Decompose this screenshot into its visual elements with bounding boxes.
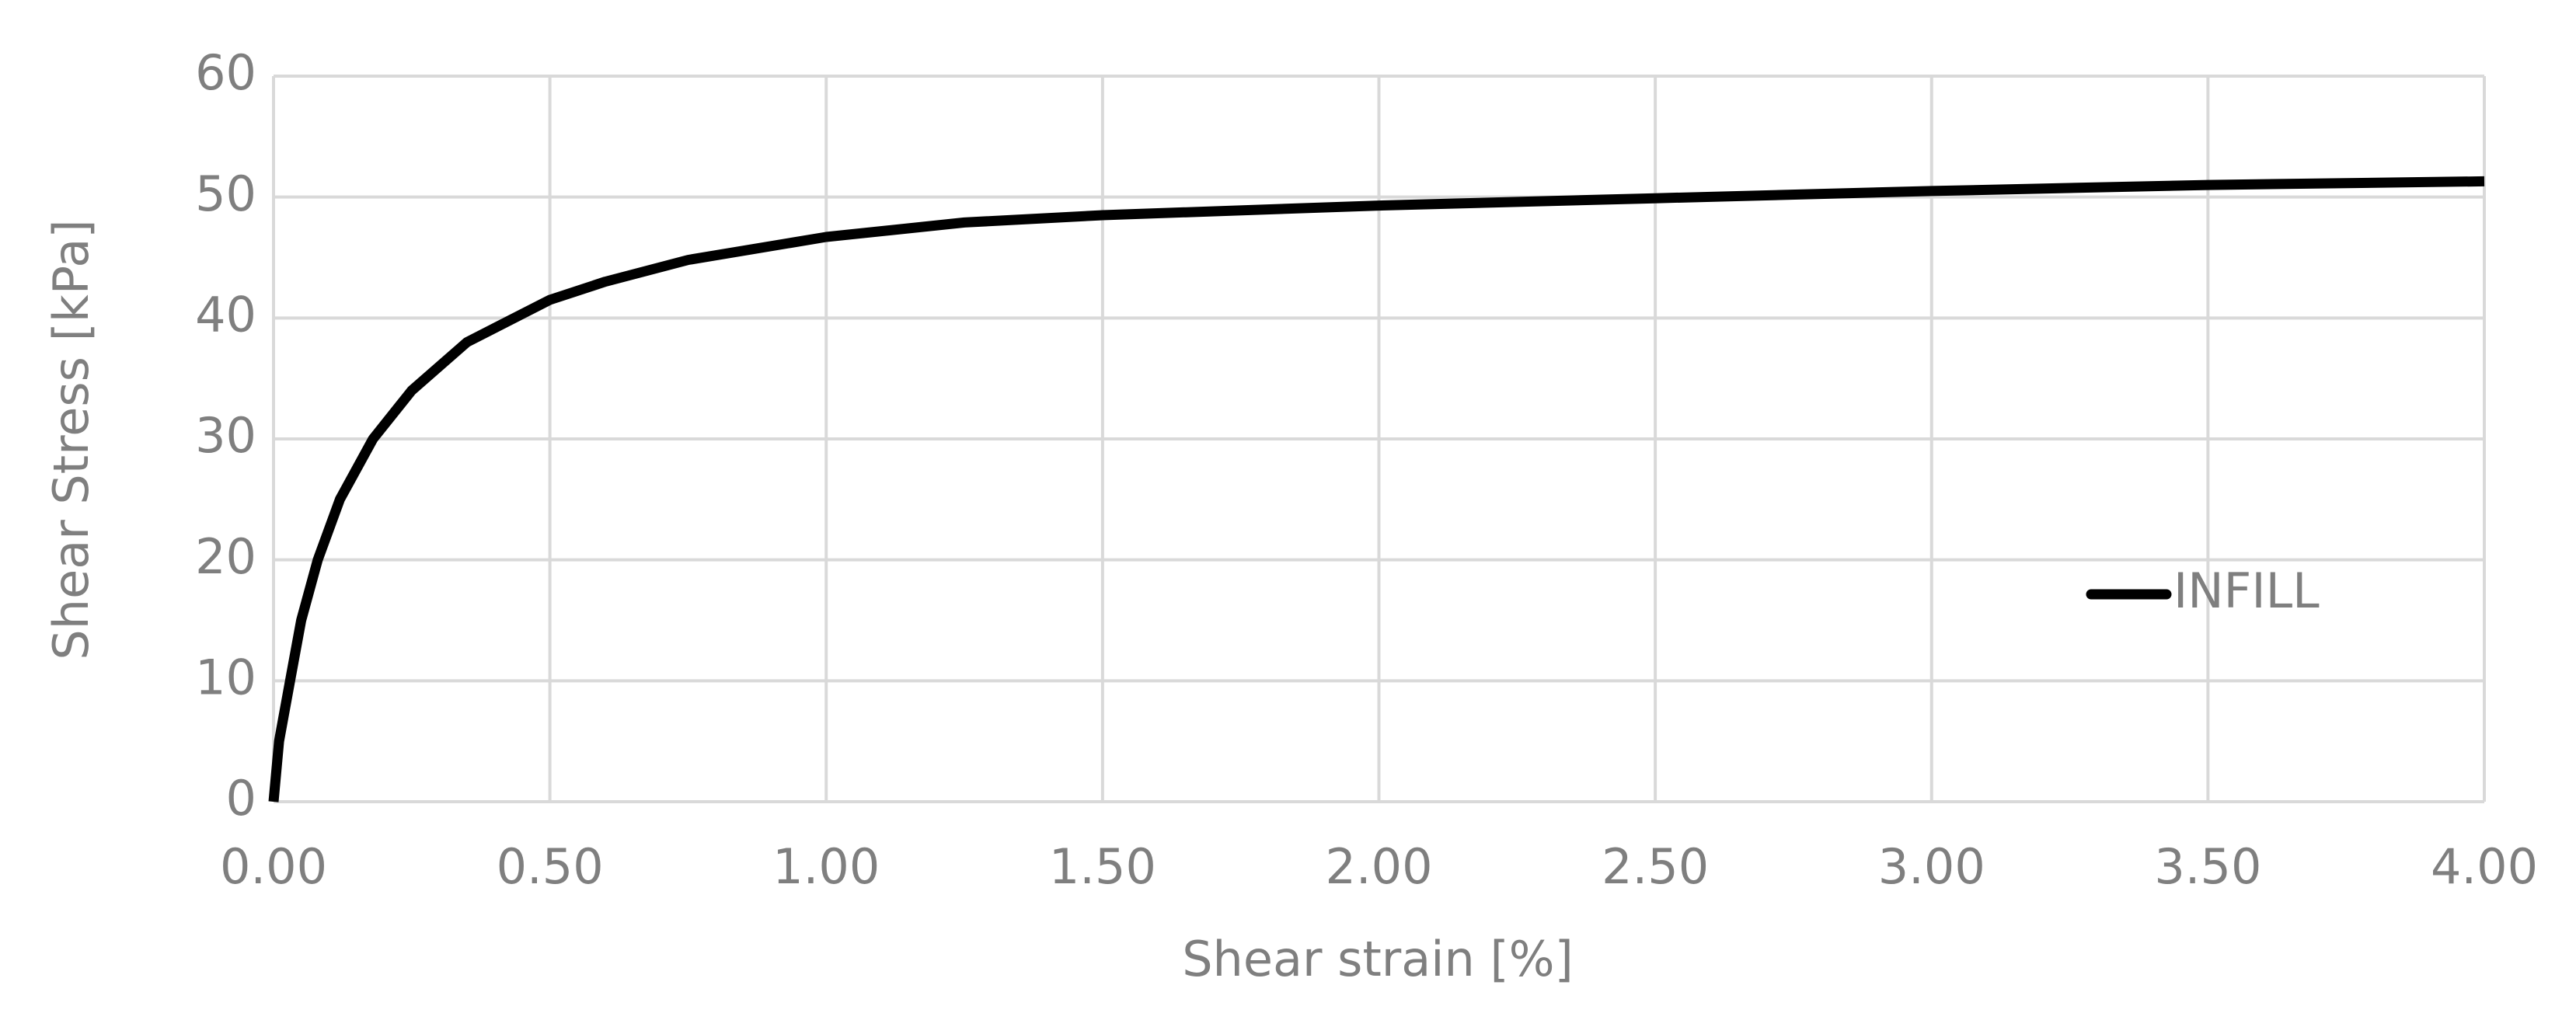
x-tick-label: 1.50 bbox=[1049, 838, 1156, 895]
y-tick-label: 30 bbox=[195, 407, 256, 464]
x-tick-label: 2.50 bbox=[1602, 838, 1709, 895]
y-axis-title: Shear Stress [kPa] bbox=[43, 219, 99, 660]
y-tick-label: 10 bbox=[195, 649, 256, 705]
x-tick-label: 0.50 bbox=[497, 838, 604, 895]
x-tick-label: 4.00 bbox=[2431, 838, 2538, 895]
y-tick-label: 50 bbox=[195, 165, 256, 222]
legend-label: INFILL bbox=[2173, 562, 2320, 619]
data-line bbox=[268, 176, 2485, 802]
x-tick-label: 3.00 bbox=[1878, 838, 1985, 895]
x-axis-title: Shear strain [%] bbox=[1182, 931, 1574, 987]
y-tick-label: 0 bbox=[226, 770, 256, 827]
x-tick-label: 1.00 bbox=[772, 838, 880, 895]
y-tick-label: 20 bbox=[195, 528, 256, 585]
x-tick-label: 2.00 bbox=[1325, 838, 1432, 895]
x-tick-label: 3.50 bbox=[2154, 838, 2261, 895]
y-tick-label: 60 bbox=[195, 44, 256, 101]
x-tick-label: 0.00 bbox=[220, 838, 327, 895]
y-tick-label: 40 bbox=[195, 286, 256, 343]
